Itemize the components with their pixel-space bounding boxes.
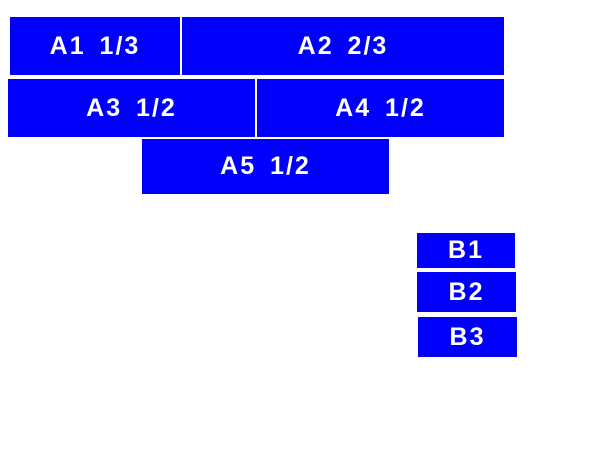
box-b3: B3 [418,317,517,357]
box-a1: A1 1/3 [10,17,180,75]
box-a3: A3 1/2 [8,79,255,137]
box-label: A5 1/2 [220,152,311,180]
box-a4: A4 1/2 [257,79,504,137]
box-label: A4 1/2 [335,93,426,122]
box-a5: A5 1/2 [142,139,389,194]
box-label: A3 1/2 [86,93,177,122]
box-a2: A2 2/3 [182,17,504,75]
box-b2: B2 [417,272,516,312]
box-label: A1 1/3 [49,31,141,60]
box-label: A2 2/3 [297,31,389,60]
box-label: B1 [448,236,484,264]
box-label: B3 [449,322,486,351]
box-label: B2 [448,277,485,306]
box-b1: B1 [417,233,515,268]
